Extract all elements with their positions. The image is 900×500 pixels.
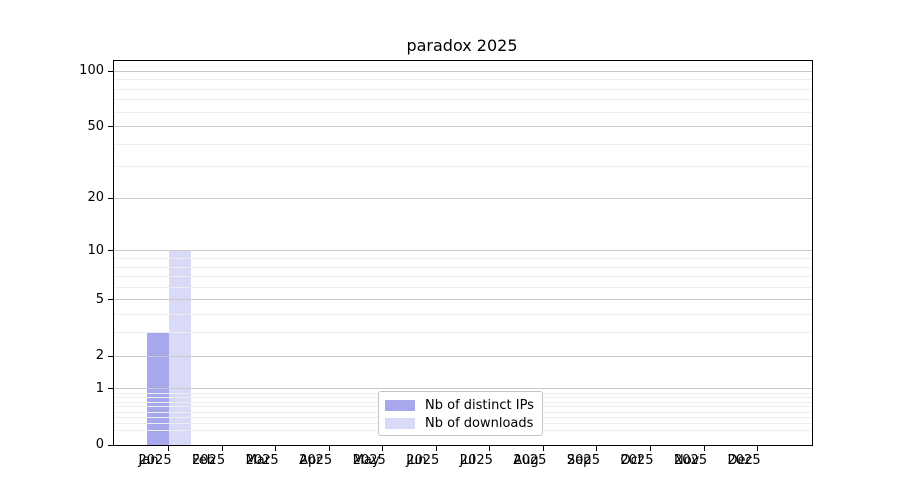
grid-line-minor <box>114 314 812 316</box>
y-tick-label: 100 <box>79 63 104 79</box>
grid-line-major <box>114 250 812 252</box>
x-tick-month: Sep <box>566 453 592 468</box>
y-tick-label: 10 <box>87 242 104 258</box>
legend-label: Nb of distinct IPs <box>425 398 534 413</box>
x-tick-month: Jun <box>406 453 427 468</box>
x-tick-mark <box>435 445 437 451</box>
y-tick-mark <box>108 444 114 446</box>
x-tick-year: 2025 <box>459 453 493 468</box>
x-tick-month: Mar <box>245 453 271 468</box>
legend-row: Nb of distinct IPs <box>385 397 542 414</box>
x-tick-mark <box>328 445 330 451</box>
y-tick-mark <box>108 250 114 252</box>
y-tick-label: 20 <box>87 190 104 206</box>
x-tick-mark <box>649 445 651 451</box>
x-tick-month: Nov <box>674 453 700 468</box>
grid-line-minor <box>114 258 812 259</box>
grid-line-minor <box>114 88 812 90</box>
grid-line-minor <box>114 99 812 101</box>
grid-line-major <box>114 355 812 357</box>
grid-line-minor <box>114 143 812 145</box>
y-tick-mark <box>108 299 114 301</box>
x-tick-year: 2025 <box>566 453 600 468</box>
x-tick-month: Feb <box>192 453 216 468</box>
grid-line-major <box>114 388 812 390</box>
grid-line-minor <box>114 276 812 278</box>
x-tick-year: 2025 <box>513 453 547 468</box>
x-tick-month: Jan <box>138 453 159 468</box>
y-tick-mark <box>108 197 114 199</box>
y-tick-label: 5 <box>95 291 104 307</box>
x-tick-month: Aug <box>513 453 539 468</box>
chart-title: paradox 2025 <box>406 36 518 55</box>
x-tick-mark <box>221 445 223 451</box>
x-tick-year: 2025 <box>620 453 654 468</box>
plot-area: 0 1 2 5 10 20 50 100 Jan 2025 Feb 2025 Mar 2025 Apr 202… <box>79 60 813 468</box>
legend-swatch <box>385 400 415 411</box>
x-tick-month: Dec <box>727 453 753 468</box>
x-tick-mark <box>757 445 758 451</box>
grid-line-major <box>114 299 812 301</box>
grid-line-major <box>114 126 812 127</box>
x-tick-month: Jul <box>459 453 476 468</box>
legend: Nb of distinct IPs Nb of downloads <box>378 391 543 436</box>
x-tick-year: 2025 <box>299 453 333 468</box>
x-tick-year: 2025 <box>727 453 761 468</box>
x-tick-mark <box>596 445 598 451</box>
x-tick-month: Oct <box>620 453 643 468</box>
x-tick-year: 2025 <box>245 453 279 468</box>
grid-line-minor <box>114 286 812 288</box>
x-tick-year: 2025 <box>674 453 708 468</box>
y-tick-mark <box>108 355 114 357</box>
x-tick-month: May <box>352 453 380 468</box>
y-tick-label: 1 <box>95 380 104 396</box>
x-tick-year: 2025 <box>192 453 226 468</box>
grid-line-minor <box>114 79 812 81</box>
x-tick-mark <box>542 445 544 451</box>
x-tick-year: 2025 <box>138 453 172 468</box>
y-tick-label: 50 <box>87 118 104 134</box>
grid-line-minor <box>114 111 812 113</box>
bar-nb-of-downloads-jan <box>168 250 191 445</box>
grid-line-major <box>114 197 812 199</box>
legend-swatch <box>385 418 415 429</box>
y-tick-mark <box>108 70 114 72</box>
x-tick-mark <box>703 445 705 451</box>
grid-line-minor <box>114 166 812 168</box>
y-tick-mark <box>108 126 114 127</box>
x-tick-mark <box>489 445 491 451</box>
grid-line-minor <box>114 266 812 268</box>
grid-line-minor <box>114 332 812 334</box>
x-tick-mark <box>275 445 277 451</box>
grid-line-major <box>114 70 812 72</box>
x-tick-mark <box>382 445 384 451</box>
x-tick-year: 2025 <box>406 453 440 468</box>
x-tick-mark <box>168 445 169 451</box>
legend-label: Nb of downloads <box>425 416 534 431</box>
y-tick-label: 0 <box>95 437 104 452</box>
x-tick-year: 2025 <box>352 453 386 468</box>
legend-row: Nb of downloads <box>385 415 542 432</box>
y-tick-label: 2 <box>95 348 104 363</box>
y-tick-mark <box>108 388 114 390</box>
x-tick-month: Apr <box>299 453 322 468</box>
